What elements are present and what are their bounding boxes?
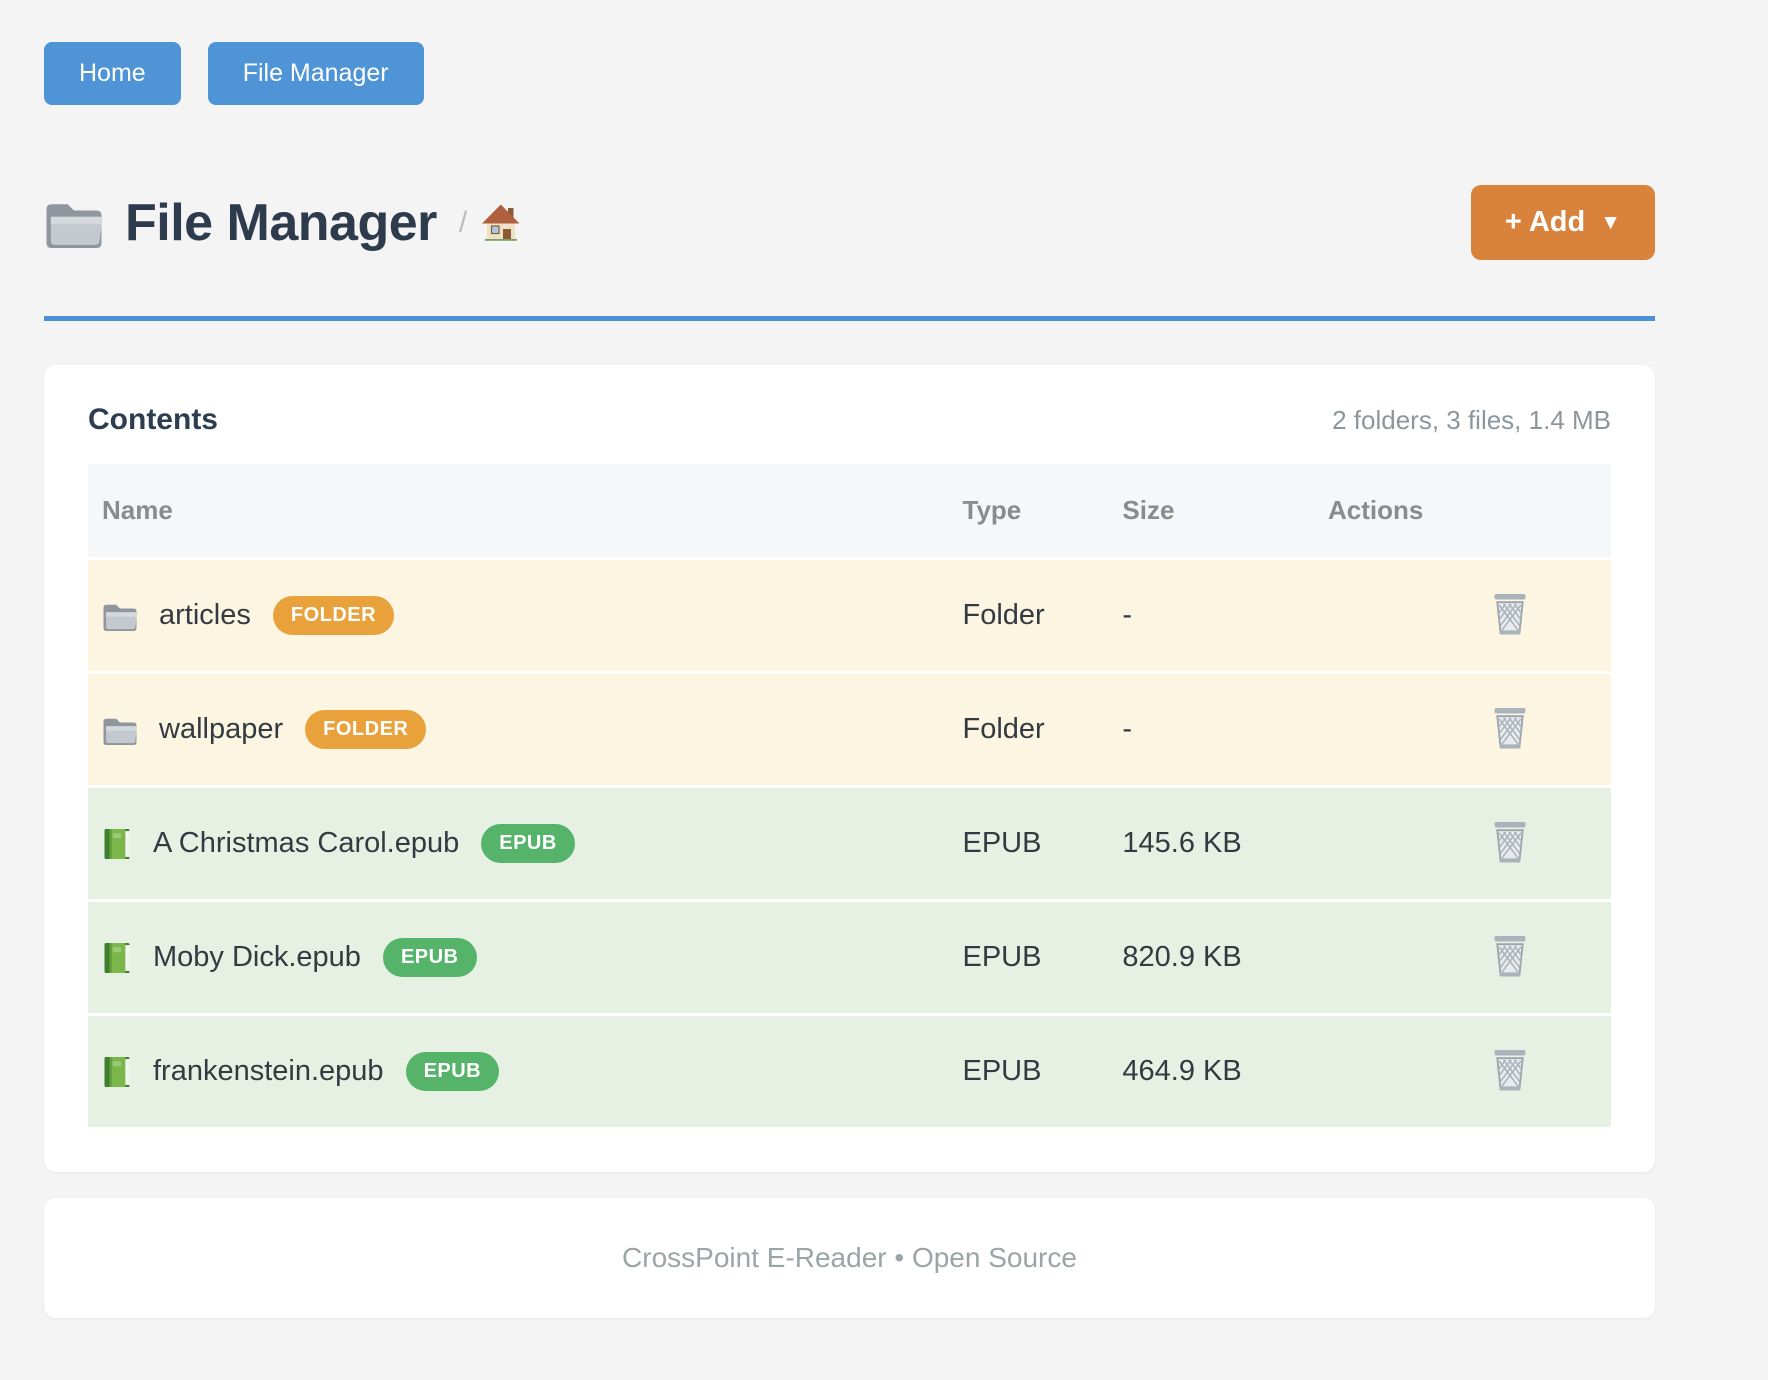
file-name-link[interactable]: A Christmas Carol.epub xyxy=(153,827,460,859)
add-button-label: + Add xyxy=(1504,206,1586,238)
file-type: EPUB xyxy=(948,788,1109,899)
file-type: EPUB xyxy=(948,902,1109,1013)
page-title: File Manager xyxy=(125,193,437,252)
trash-icon xyxy=(1490,966,1530,981)
contents-card-header: Contents 2 folders, 3 files, 1.4 MB xyxy=(88,403,1611,437)
folder-icon xyxy=(44,198,104,248)
page-title-group: File Manager / xyxy=(44,193,521,253)
table-row: wallpaper FOLDER Folder - xyxy=(88,674,1611,785)
file-table: Name Type Size Actions articles FOLDER F… xyxy=(88,461,1611,1130)
page-header: File Manager / + Add ▼ xyxy=(44,185,1655,260)
file-size: - xyxy=(1108,560,1314,671)
table-row: Moby Dick.epub EPUB EPUB 820.9 KB xyxy=(88,902,1611,1013)
table-row: articles FOLDER Folder - xyxy=(88,560,1611,671)
contents-card: Contents 2 folders, 3 files, 1.4 MB Name… xyxy=(44,365,1655,1172)
file-type: Folder xyxy=(948,560,1109,671)
footer: CrossPoint E-Reader • Open Source xyxy=(44,1198,1655,1318)
file-type: EPUB xyxy=(948,1016,1109,1127)
file-type: Folder xyxy=(948,674,1109,785)
trash-icon xyxy=(1490,1080,1530,1095)
top-nav: Home File Manager xyxy=(44,42,1655,105)
type-badge: FOLDER xyxy=(305,710,427,749)
file-size: 464.9 KB xyxy=(1108,1016,1314,1127)
file-name-link[interactable]: Moby Dick.epub xyxy=(153,941,361,973)
file-size: 145.6 KB xyxy=(1108,788,1314,899)
file-size: 820.9 KB xyxy=(1108,902,1314,1013)
green-book-icon xyxy=(102,941,132,975)
green-book-icon xyxy=(102,827,132,861)
table-row: A Christmas Carol.epub EPUB EPUB 145.6 K… xyxy=(88,788,1611,899)
contents-title: Contents xyxy=(88,403,218,436)
type-badge: EPUB xyxy=(481,824,575,863)
green-book-icon xyxy=(102,1055,132,1089)
file-name-link[interactable]: frankenstein.epub xyxy=(153,1055,384,1087)
file-name-link[interactable]: articles xyxy=(159,599,251,631)
file-name-link[interactable]: wallpaper xyxy=(159,713,284,745)
footer-text: CrossPoint E-Reader • Open Source xyxy=(622,1242,1077,1273)
trash-icon xyxy=(1490,738,1530,753)
title-divider xyxy=(44,316,1655,321)
page: Home File Manager File Manager / + Add ▼… xyxy=(44,42,1655,1318)
type-badge: EPUB xyxy=(405,1052,500,1091)
column-header-actions: Actions xyxy=(1314,464,1611,557)
folder-icon xyxy=(102,715,138,745)
table-row: frankenstein.epub EPUB EPUB 464.9 KB xyxy=(88,1016,1611,1127)
breadcrumb: / xyxy=(459,203,521,243)
type-badge: EPUB xyxy=(382,938,477,977)
trash-icon xyxy=(1490,852,1530,867)
type-badge: FOLDER xyxy=(272,596,395,635)
nav-file-manager-button[interactable]: File Manager xyxy=(207,42,424,105)
delete-button[interactable] xyxy=(1490,820,1530,867)
trash-icon xyxy=(1490,624,1530,639)
breadcrumb-separator: / xyxy=(458,205,468,239)
house-icon[interactable] xyxy=(481,203,521,243)
contents-summary: 2 folders, 3 files, 1.4 MB xyxy=(1332,405,1611,435)
folder-icon xyxy=(102,601,138,631)
column-header-name: Name xyxy=(88,464,949,557)
column-header-type: Type xyxy=(948,464,1109,557)
delete-button[interactable] xyxy=(1490,934,1530,981)
column-header-size: Size xyxy=(1108,464,1314,557)
file-size: - xyxy=(1108,674,1314,785)
add-button[interactable]: + Add ▼ xyxy=(1470,185,1655,260)
table-header-row: Name Type Size Actions xyxy=(88,464,1611,557)
delete-button[interactable] xyxy=(1490,592,1530,639)
nav-home-button[interactable]: Home xyxy=(44,42,181,105)
chevron-down-icon: ▼ xyxy=(1600,211,1621,234)
delete-button[interactable] xyxy=(1490,1048,1530,1095)
delete-button[interactable] xyxy=(1490,706,1530,753)
